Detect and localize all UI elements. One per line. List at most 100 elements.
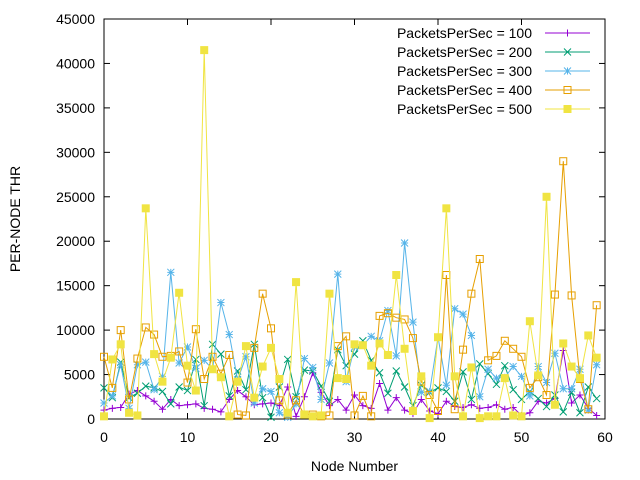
y-tick-label: 10000	[56, 322, 95, 338]
data-point	[267, 399, 275, 407]
data-point	[467, 289, 476, 298]
data-point	[350, 340, 359, 349]
data-point	[567, 362, 576, 371]
data-point	[292, 396, 301, 405]
legend-label: PacketsPerSec = 200	[397, 44, 532, 60]
data-point	[225, 412, 234, 421]
data-point	[567, 291, 576, 300]
legend-label: PacketsPerSec = 400	[397, 82, 532, 98]
y-tick-label: 15000	[56, 278, 95, 294]
data-point	[183, 343, 192, 351]
legend-entry: PacketsPerSec = 500	[397, 101, 590, 117]
data-point	[476, 404, 484, 412]
data-point	[150, 350, 159, 359]
y-tick-label: 40000	[56, 55, 95, 71]
data-point	[317, 411, 326, 420]
data-point	[275, 408, 284, 417]
data-point	[383, 351, 392, 359]
data-point	[275, 396, 284, 405]
legend-entry: PacketsPerSec = 100	[397, 25, 590, 41]
data-point	[442, 397, 450, 405]
x-tick-label: 40	[430, 429, 446, 445]
data-point	[550, 400, 559, 409]
data-point	[442, 381, 451, 390]
y-axis-label: PER-NODE THR	[7, 166, 23, 272]
data-point	[175, 402, 183, 410]
data-point	[542, 391, 551, 399]
x-axis-label: Node Number	[311, 458, 398, 474]
data-point	[392, 367, 401, 375]
data-point	[417, 395, 425, 403]
data-point	[517, 372, 526, 381]
data-point	[375, 339, 384, 348]
data-point	[542, 378, 551, 387]
data-point	[250, 393, 259, 402]
data-point	[400, 344, 409, 353]
data-point	[292, 278, 301, 287]
data-point	[175, 383, 184, 391]
data-point	[559, 408, 568, 416]
data-point	[342, 375, 351, 383]
data-point	[225, 351, 234, 359]
data-point	[200, 375, 209, 383]
legend-entry: PacketsPerSec = 200	[397, 44, 590, 60]
x-tick-label: 60	[597, 429, 613, 445]
data-point	[308, 412, 317, 421]
data-point	[576, 365, 584, 374]
data-point	[217, 408, 225, 416]
data-point	[450, 405, 459, 414]
data-point	[509, 411, 518, 420]
data-point	[367, 412, 376, 421]
data-point	[308, 367, 317, 375]
data-point	[166, 268, 175, 277]
data-point	[150, 330, 159, 339]
data-point	[584, 331, 593, 340]
series-layer	[100, 46, 601, 423]
data-point	[283, 413, 292, 422]
data-point	[100, 352, 108, 361]
data-point	[563, 48, 572, 56]
data-point	[317, 395, 325, 404]
data-point	[100, 384, 108, 392]
data-point	[283, 408, 292, 417]
x-tick-label: 10	[180, 429, 196, 445]
data-point	[225, 392, 234, 400]
data-point	[334, 395, 342, 403]
data-point	[467, 401, 475, 409]
data-point	[592, 360, 601, 369]
data-point	[492, 412, 501, 421]
data-point	[567, 384, 576, 393]
data-point	[258, 393, 267, 402]
y-tick-label: 5000	[64, 367, 95, 383]
data-point	[325, 411, 334, 420]
y-tick-label: 20000	[56, 233, 95, 249]
data-point	[564, 29, 571, 37]
data-point	[233, 410, 242, 419]
data-point	[384, 306, 392, 315]
data-point	[300, 410, 309, 419]
data-point	[375, 368, 384, 377]
data-point	[426, 407, 434, 415]
data-point	[158, 352, 167, 361]
legend-entry: PacketsPerSec = 300	[397, 63, 590, 79]
data-point	[534, 394, 543, 403]
data-point	[333, 374, 342, 383]
data-point	[133, 389, 142, 398]
data-point	[509, 403, 517, 411]
data-point	[425, 391, 434, 399]
data-point	[383, 309, 392, 318]
data-point	[509, 385, 518, 394]
data-point	[350, 411, 359, 420]
data-point	[501, 405, 509, 413]
legend-label: PacketsPerSec = 100	[397, 25, 532, 41]
data-point	[442, 204, 451, 213]
data-point	[408, 334, 417, 343]
data-point	[500, 336, 509, 345]
data-point	[484, 365, 492, 374]
data-point	[250, 343, 259, 352]
data-point	[400, 383, 409, 391]
data-point	[392, 394, 400, 402]
data-point	[492, 351, 501, 360]
data-point	[509, 362, 518, 371]
data-point	[184, 401, 191, 409]
